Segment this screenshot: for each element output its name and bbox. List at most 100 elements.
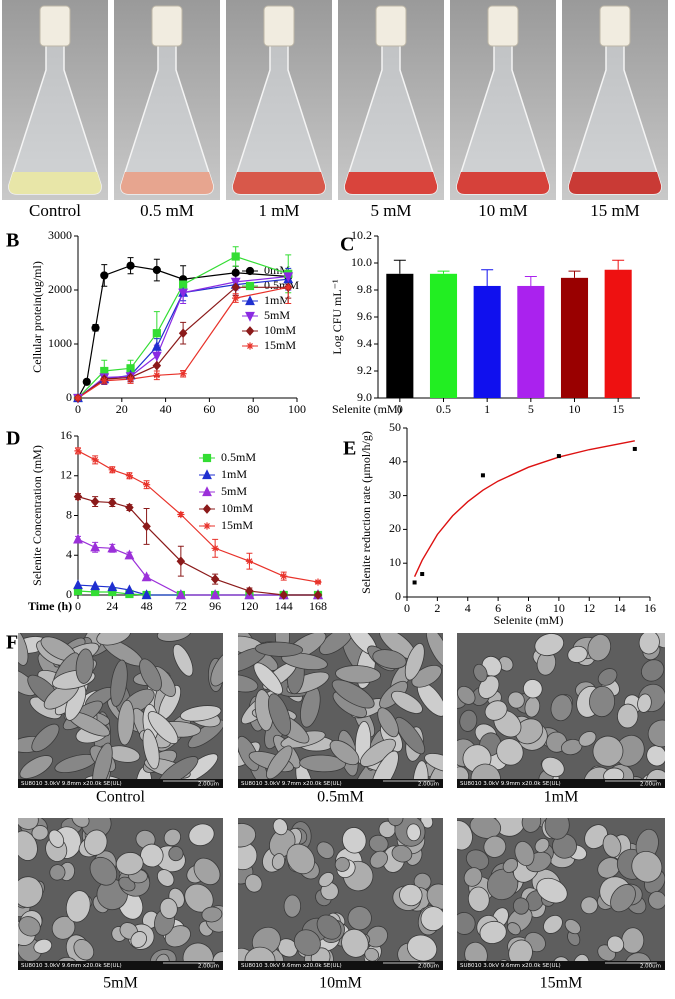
point <box>141 571 152 582</box>
cell <box>522 679 543 699</box>
point <box>124 549 135 560</box>
point <box>178 328 188 339</box>
y-tick-label: 9.4 <box>357 336 372 350</box>
cell <box>544 818 570 840</box>
point <box>142 481 151 489</box>
x-tick-label: 4 <box>465 601 471 615</box>
series-line <box>77 450 319 583</box>
point <box>179 370 187 378</box>
cell <box>110 659 128 707</box>
panel-label: C <box>340 234 354 256</box>
cell <box>610 884 636 913</box>
liquid <box>456 172 550 194</box>
cell <box>406 934 438 962</box>
cell <box>391 844 413 863</box>
y-tick-label: 8 <box>66 507 72 521</box>
cell <box>272 818 288 836</box>
y-tick-label: 0 <box>66 587 72 601</box>
bar <box>429 273 458 398</box>
sem-caption: Control <box>96 789 145 806</box>
cell <box>369 850 388 869</box>
cell <box>457 820 473 851</box>
sem-scale: 2.00um <box>198 782 219 788</box>
point <box>142 521 151 532</box>
x-tick-label: 10 <box>553 601 565 615</box>
sem-image: SU8010 3.0kV 9.6mm x20.0k SE(UL) 2.00um <box>18 818 223 970</box>
cell <box>607 935 625 953</box>
cell <box>469 818 502 839</box>
x-axis-label: Time (h) <box>28 599 72 613</box>
legend-label: 0.5mM <box>221 450 256 464</box>
cell <box>159 897 178 919</box>
cell <box>515 718 544 745</box>
cell <box>567 645 588 663</box>
cell <box>71 818 90 828</box>
x-tick-label: 24 <box>106 599 118 613</box>
point <box>90 541 101 552</box>
sem-caption: 15mM <box>540 975 583 992</box>
cell <box>193 857 221 886</box>
cell <box>473 663 488 683</box>
cell <box>502 858 519 873</box>
cell <box>457 912 476 935</box>
stopper <box>151 5 183 47</box>
error-bar <box>481 269 494 286</box>
cell <box>597 668 618 686</box>
cell <box>564 919 581 935</box>
cell <box>139 658 162 692</box>
point <box>107 542 118 553</box>
x-tick-label: 8 <box>526 601 532 615</box>
x-tick-label: 48 <box>141 599 153 613</box>
cell <box>115 852 144 876</box>
y-tick-label: 10 <box>389 555 401 569</box>
photo-caption: 0.5 mM <box>140 201 194 220</box>
cell <box>484 700 508 721</box>
cell <box>316 914 342 940</box>
point <box>279 590 288 600</box>
photo-caption: Control <box>29 201 81 220</box>
legend-label: 10mM <box>221 501 253 515</box>
bar <box>517 285 545 398</box>
y-axis-label: Log CFU mL⁻¹ <box>330 279 344 355</box>
sem-scale: 2.00um <box>418 964 439 970</box>
cell <box>587 634 612 662</box>
cell <box>592 735 624 767</box>
info-bar <box>238 961 443 970</box>
cell <box>404 642 425 681</box>
cell <box>142 728 160 770</box>
cell <box>335 665 381 684</box>
point <box>126 261 135 270</box>
legend-marker <box>245 266 255 276</box>
cell <box>391 690 423 714</box>
cell <box>130 931 147 949</box>
point <box>124 584 135 595</box>
point <box>175 589 186 600</box>
sem-info: SU8010 3.0kV 9.6mm x20.0k SE(UL) <box>241 963 342 969</box>
point <box>73 533 83 544</box>
liquid <box>568 172 662 194</box>
cell <box>96 633 132 646</box>
cell <box>394 716 426 755</box>
sem-caption: 0.5mM <box>317 789 364 806</box>
fit-line <box>413 440 635 578</box>
y-tick-label: 4 <box>66 547 72 561</box>
x-axis-label: Selenite (mM) <box>332 402 402 416</box>
sem-content <box>238 633 443 788</box>
sem-image: SU8010 3.0kV 9.9mm x20.0k SE(UL) 2.00um <box>457 633 665 788</box>
point <box>245 557 254 565</box>
liquid <box>8 172 102 194</box>
cell <box>513 897 530 915</box>
error-bar <box>524 276 537 286</box>
cell <box>65 890 91 923</box>
sem-image: SU8010 3.0kV 9.8mm x20.0k SE(UL) 2.00um <box>18 633 223 788</box>
point <box>74 447 82 455</box>
cell <box>514 841 535 867</box>
x-tick-label: 6 <box>495 601 501 615</box>
photo-caption: 5 mM <box>370 201 411 220</box>
x-tick-label: 40 <box>160 402 172 416</box>
photo-caption: 1 mM <box>258 201 299 220</box>
bar <box>473 285 501 398</box>
point <box>108 466 116 474</box>
cell <box>172 643 194 677</box>
cell <box>541 756 565 778</box>
